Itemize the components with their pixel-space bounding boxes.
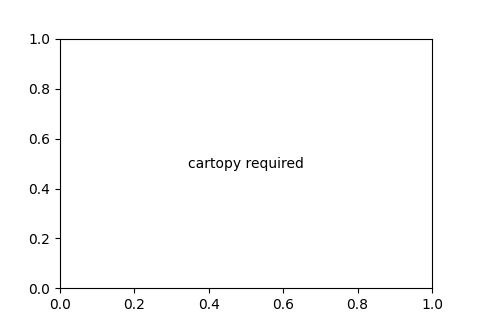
Text: cartopy required: cartopy required (188, 156, 304, 171)
